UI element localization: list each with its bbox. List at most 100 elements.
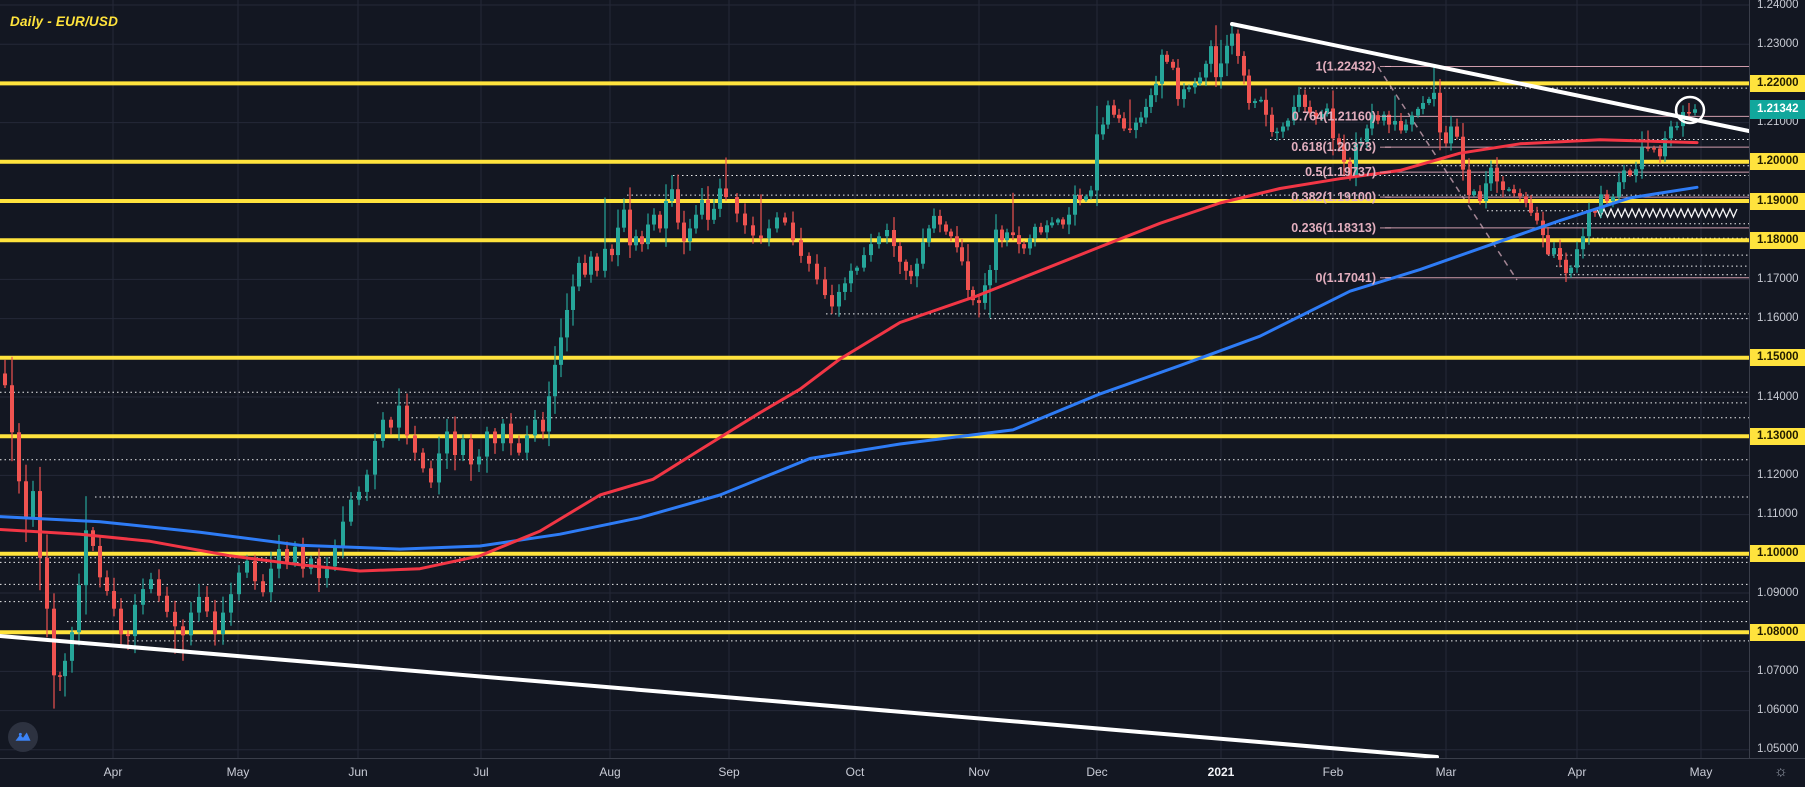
candle bbox=[1320, 113, 1324, 119]
candle bbox=[141, 589, 145, 605]
price-chart-plot[interactable]: 1(1.22432) 0.764(1.21160) 0.618(1.20373) 0.… bbox=[0, 0, 1749, 758]
candle bbox=[477, 456, 481, 465]
candle bbox=[1421, 103, 1425, 109]
price-level-badge: 1.22000 bbox=[1750, 74, 1805, 92]
fib-label: 1(1.22432) bbox=[1316, 59, 1376, 73]
candle bbox=[603, 248, 607, 271]
candle bbox=[830, 295, 834, 307]
candle bbox=[1331, 108, 1335, 139]
candle bbox=[1297, 94, 1301, 107]
candle bbox=[1209, 46, 1213, 64]
time-axis-label: 2021 bbox=[1207, 765, 1235, 779]
candle bbox=[1154, 83, 1158, 96]
candle bbox=[988, 269, 992, 286]
candle bbox=[1011, 232, 1015, 236]
candle bbox=[1687, 112, 1691, 114]
candle bbox=[357, 491, 361, 500]
candle bbox=[429, 468, 433, 483]
candle bbox=[904, 261, 908, 271]
candle bbox=[1314, 112, 1318, 119]
time-axis-label: Aug bbox=[599, 765, 621, 779]
candle bbox=[960, 247, 964, 262]
candle bbox=[670, 189, 674, 201]
trendline[interactable] bbox=[0, 634, 1439, 758]
price-level-badge: 1.08000 bbox=[1750, 623, 1805, 641]
trendline[interactable] bbox=[1230, 22, 1749, 133]
candle bbox=[437, 453, 441, 483]
candle bbox=[245, 560, 249, 573]
candle bbox=[1489, 167, 1493, 184]
candle bbox=[1187, 87, 1191, 90]
candle bbox=[1581, 236, 1585, 250]
candle bbox=[1281, 126, 1285, 132]
candle bbox=[1144, 106, 1148, 118]
price-level-badge: 1.18000 bbox=[1750, 231, 1805, 249]
candle bbox=[807, 255, 811, 264]
candle bbox=[1193, 83, 1197, 88]
candle bbox=[1524, 196, 1528, 203]
candle bbox=[317, 558, 321, 579]
price-axis-label: 1.17000 bbox=[1757, 272, 1799, 285]
candle bbox=[325, 566, 329, 579]
price-level-badge: 1.10000 bbox=[1750, 545, 1805, 563]
sun-icon[interactable]: ☼ bbox=[1774, 763, 1788, 780]
sma-fast-line[interactable] bbox=[0, 138, 1699, 573]
candle bbox=[634, 236, 638, 246]
candle bbox=[221, 612, 225, 635]
chart-canvas[interactable]: 1(1.22432) 0.764(1.21160) 0.618(1.20373) 0.… bbox=[0, 0, 1749, 758]
candle bbox=[1575, 249, 1579, 268]
candle bbox=[38, 491, 42, 558]
candle bbox=[1198, 77, 1202, 84]
candle bbox=[1348, 161, 1352, 176]
candle bbox=[759, 235, 763, 239]
candle bbox=[1370, 115, 1374, 129]
candle bbox=[915, 263, 919, 277]
candle bbox=[1225, 45, 1229, 64]
candle bbox=[1387, 114, 1391, 125]
time-axis-label: Apr bbox=[1567, 765, 1587, 779]
candle bbox=[1017, 235, 1021, 245]
candle bbox=[509, 423, 513, 444]
candle bbox=[1518, 193, 1522, 197]
candle bbox=[533, 419, 537, 436]
candle bbox=[105, 577, 109, 592]
sma-slow-line[interactable] bbox=[0, 185, 1699, 551]
tradingview-logo[interactable] bbox=[8, 722, 38, 752]
candle bbox=[1675, 126, 1679, 128]
candle bbox=[1587, 210, 1591, 237]
time-axis-label: Jul bbox=[473, 765, 489, 779]
highlight-circle-annotation[interactable] bbox=[1674, 95, 1706, 125]
price-axis-label: 1.09000 bbox=[1757, 586, 1799, 599]
zigzag-pattern[interactable] bbox=[1596, 207, 1738, 219]
price-axis[interactable]: 1.21342 1.24000 1.23000 1.22000 1.21000 1.20… bbox=[1749, 0, 1805, 758]
candle bbox=[1617, 182, 1621, 197]
price-level-badge: 1.20000 bbox=[1750, 153, 1805, 171]
candle bbox=[1593, 210, 1597, 213]
candle bbox=[869, 244, 873, 256]
candle bbox=[341, 521, 345, 547]
candle bbox=[616, 227, 620, 256]
chart-title: Daily - EUR/USD bbox=[10, 14, 119, 29]
candle bbox=[24, 481, 28, 519]
candle bbox=[1640, 147, 1644, 170]
time-axis[interactable]: Apr May Jun Jul Aug Sep Oct Nov Dec 2021 Feb Mar Apr… bbox=[0, 758, 1805, 787]
candle bbox=[1033, 226, 1037, 239]
price-axis-label: 1.14000 bbox=[1757, 390, 1799, 403]
candle bbox=[173, 611, 177, 627]
candle bbox=[213, 611, 217, 635]
candle bbox=[58, 675, 62, 677]
candle bbox=[485, 431, 489, 457]
candle bbox=[373, 440, 377, 475]
candle bbox=[119, 608, 123, 635]
candle bbox=[994, 229, 998, 270]
candle bbox=[849, 270, 853, 284]
candle bbox=[365, 474, 369, 492]
candle bbox=[405, 405, 409, 436]
candle bbox=[799, 240, 803, 256]
candle bbox=[1376, 115, 1380, 121]
candle bbox=[1410, 115, 1414, 125]
time-axis-label: Dec bbox=[1086, 765, 1108, 779]
fib-label: 0.618(1.20373) bbox=[1291, 140, 1376, 154]
candle bbox=[31, 491, 35, 519]
candle bbox=[1478, 191, 1482, 201]
